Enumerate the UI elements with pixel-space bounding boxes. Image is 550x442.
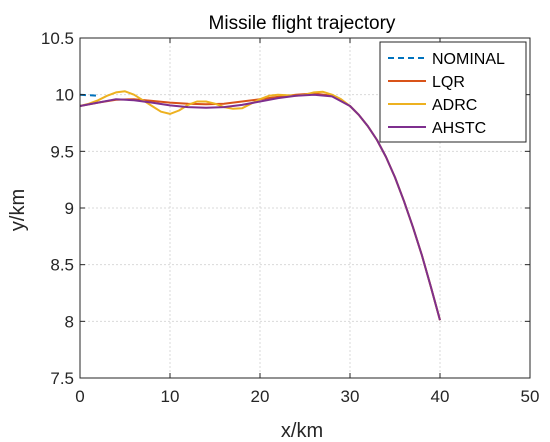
x-tick-label: 10 <box>161 387 180 406</box>
legend: NOMINAL LQR ADRC AHSTC <box>379 41 527 143</box>
chart-title: Missile flight trajectory <box>209 13 396 34</box>
legend-label: NOMINAL <box>432 51 505 68</box>
x-tick-label: 40 <box>431 387 450 406</box>
y-tick-label: 7.5 <box>50 369 74 388</box>
legend-label: AHSTC <box>432 120 486 137</box>
y-tick-label: 10.5 <box>41 29 74 48</box>
y-tick-label: 8 <box>65 312 74 331</box>
x-axis-label: x/km <box>281 420 323 442</box>
x-tick-label: 0 <box>75 387 84 406</box>
legend-label: LQR <box>432 74 465 91</box>
y-tick-label: 8.5 <box>50 256 74 275</box>
legend-box <box>379 41 527 143</box>
x-tick-label: 30 <box>341 387 360 406</box>
legend-label: ADRC <box>432 97 477 114</box>
y-tick-label: 10 <box>55 86 74 105</box>
series-line-ahstc <box>79 93 441 321</box>
x-tick-label: 50 <box>521 387 540 406</box>
y-axis-label: y/km <box>7 189 29 231</box>
y-tick-label: 9 <box>65 199 74 218</box>
y-tick-label: 9.5 <box>50 142 74 161</box>
x-tick-label: 20 <box>251 387 270 406</box>
axis-ticks: 0 10 20 30 40 50 7.5 8 8.5 9 9.5 10 10.5 <box>41 29 540 406</box>
